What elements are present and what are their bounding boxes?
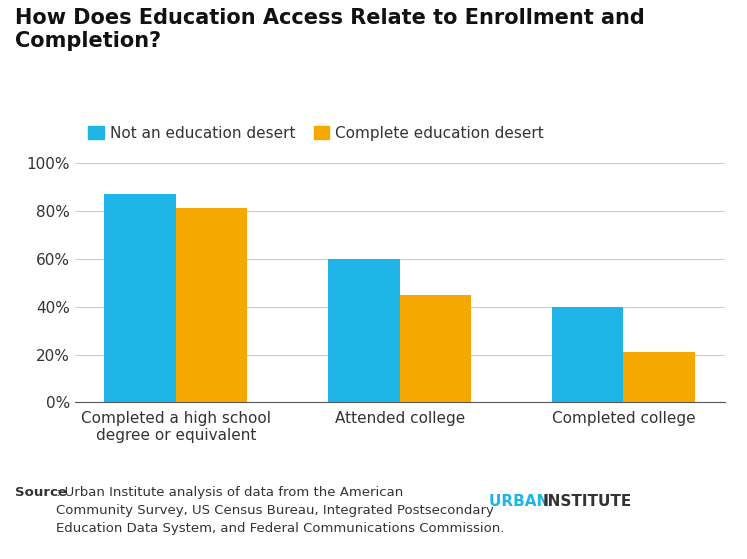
- Legend: Not an education desert, Complete education desert: Not an education desert, Complete educat…: [82, 120, 550, 146]
- Text: Source: Source: [15, 486, 66, 499]
- Text: How Does Education Access Relate to Enrollment and: How Does Education Access Relate to Enro…: [15, 8, 645, 29]
- Bar: [400, 295, 471, 402]
- Bar: [105, 194, 176, 402]
- Text: URBAN: URBAN: [489, 494, 555, 509]
- Text: INSTITUTE: INSTITUTE: [543, 494, 632, 509]
- Text: Completion?: Completion?: [15, 31, 161, 51]
- Bar: [624, 352, 695, 402]
- Bar: [552, 307, 624, 402]
- Text: : Urban Institute analysis of data from the American
Community Survey, US Census: : Urban Institute analysis of data from …: [56, 486, 504, 536]
- Bar: [328, 259, 400, 402]
- Bar: [176, 209, 247, 402]
